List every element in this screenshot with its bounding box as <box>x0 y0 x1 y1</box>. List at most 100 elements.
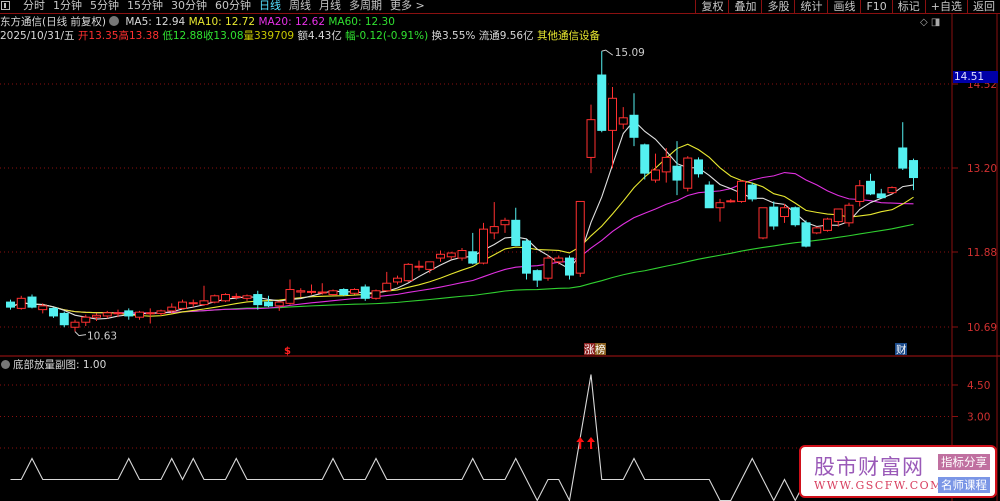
current-price-tag: 14.51 <box>953 71 998 83</box>
diamond-icon[interactable]: ◇ <box>920 17 928 28</box>
candle-body <box>769 206 779 227</box>
candle <box>511 207 521 246</box>
candle <box>16 295 26 310</box>
industry[interactable]: 其他通信设备 <box>536 30 600 42</box>
tool-button[interactable]: 画线 <box>827 0 860 14</box>
price-label: 13.20 <box>967 163 997 175</box>
tool-button[interactable]: 统计 <box>794 0 827 14</box>
open: 开13.35 <box>77 30 119 42</box>
candle-body <box>532 270 542 281</box>
candle-body <box>801 222 811 247</box>
period-tab[interactable]: 更多 > <box>390 0 425 12</box>
candle <box>500 217 510 233</box>
watermark-logo: 股市财富网 WWW.GSCFW.COM 指标分享 名师课程 <box>799 445 997 498</box>
candle <box>242 294 252 301</box>
tool-button[interactable]: 返回 <box>967 0 1000 14</box>
candle-body <box>350 289 359 294</box>
signal-arrow <box>587 437 595 449</box>
ma5-value: MA5: 12.94 <box>125 16 186 28</box>
candle <box>188 299 198 308</box>
candle-body <box>758 207 768 239</box>
stock-title[interactable]: 东方通信(日线 前复权) <box>0 16 107 28</box>
period-tab[interactable]: 月线 <box>319 0 341 12</box>
candle <box>640 143 650 180</box>
ma20-line <box>10 171 914 314</box>
candle <box>479 222 488 265</box>
layout-icon[interactable]: ◨ <box>930 17 941 28</box>
candle <box>694 157 703 178</box>
period-tab[interactable]: 30分钟 <box>171 0 207 12</box>
candle-body <box>436 253 445 259</box>
period-tab[interactable]: 1分钟 <box>53 0 82 12</box>
candle <box>823 217 832 232</box>
period-tab[interactable]: 5分钟 <box>90 0 119 12</box>
candle <box>887 186 897 194</box>
period-tab[interactable]: 周线 <box>289 0 311 12</box>
candle-body <box>274 301 284 307</box>
candle <box>651 153 660 183</box>
candle <box>199 285 209 306</box>
ma60-value: MA60: 12.30 <box>328 16 395 28</box>
candle-body <box>489 226 499 234</box>
candle-body <box>242 295 252 299</box>
candle-body <box>285 289 295 304</box>
panel-toggle-icon[interactable] <box>1 1 10 10</box>
tool-button[interactable]: +自选 <box>924 0 967 14</box>
tool-button[interactable]: F10 <box>860 0 891 14</box>
candle-body <box>59 312 69 326</box>
candle <box>790 206 800 227</box>
candle <box>565 255 574 280</box>
candle-body <box>6 301 15 308</box>
candle-body <box>307 290 316 293</box>
candle <box>704 181 714 209</box>
period-tabs: 分时 1分钟 5分钟 15分钟 30分钟 60分钟 日线 周线 月线 多周期 更多 > <box>19 0 429 13</box>
candle-body <box>737 180 746 202</box>
zhang-marker: 涨 <box>584 344 595 356</box>
settings-circle-icon[interactable] <box>109 16 120 26</box>
candle <box>661 147 671 183</box>
candle-body <box>360 286 370 299</box>
candle <box>81 314 91 326</box>
candle <box>489 202 499 240</box>
tool-button[interactable]: 叠加 <box>728 0 761 14</box>
candle-body <box>188 302 198 305</box>
candle-body <box>543 257 553 279</box>
candle <box>145 308 155 324</box>
candle-body <box>683 157 693 189</box>
period-tab[interactable]: 60分钟 <box>215 0 251 12</box>
candle <box>812 226 822 235</box>
candle-body <box>522 240 531 274</box>
candle-body <box>49 307 58 317</box>
tool-button[interactable]: 复权 <box>695 0 728 14</box>
candle-body <box>629 114 639 138</box>
candle <box>672 141 682 196</box>
candle <box>554 255 564 265</box>
candle-body <box>898 147 908 169</box>
candle-body <box>393 277 402 283</box>
sub-settings-icon[interactable] <box>1 360 10 369</box>
period-tab[interactable]: 15分钟 <box>127 0 163 12</box>
tool-button[interactable]: 标记 <box>891 0 925 14</box>
candle <box>747 182 757 202</box>
date: 2025/10/31/五 <box>0 30 75 42</box>
period-tab[interactable]: 多周期 <box>349 0 382 12</box>
period-tab[interactable]: 日线 <box>259 0 281 12</box>
volume: 量339709 <box>243 30 295 42</box>
sub-indicator-line <box>10 374 914 501</box>
candle <box>522 239 531 280</box>
low-label: 10.63 <box>87 331 117 343</box>
candle-body <box>70 321 80 328</box>
candle <box>683 156 693 192</box>
sub-chart-title: 底部放量副图: 1.00 <box>0 357 106 372</box>
candle-body <box>887 187 897 194</box>
close: 收13.08 <box>202 30 244 42</box>
candle-body <box>371 290 381 299</box>
candle <box>135 310 144 320</box>
candle <box>285 279 295 305</box>
candle-body <box>833 208 843 223</box>
tool-button[interactable]: 多股 <box>761 0 794 14</box>
candle-body <box>425 261 435 270</box>
period-tab[interactable]: 分时 <box>23 0 45 12</box>
candle-body <box>210 295 220 303</box>
